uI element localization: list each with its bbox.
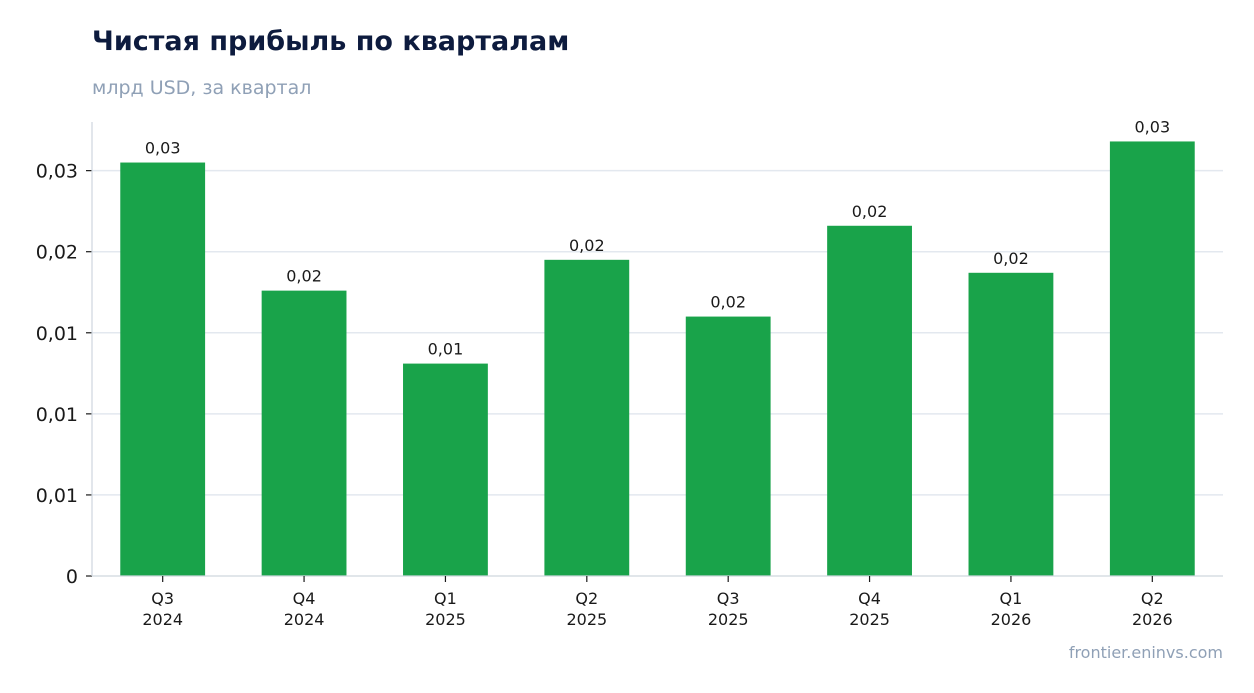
- x-tick-year-label: 2024: [142, 610, 183, 629]
- x-tick-quarter-label: Q1: [434, 589, 457, 608]
- bar-value-label: 0,02: [286, 267, 322, 286]
- x-tick-year-label: 2026: [991, 610, 1032, 629]
- bars: [120, 141, 1195, 577]
- bar-value-label: 0,02: [852, 202, 888, 221]
- labels: 0 0,01 0,01 0,01 0,02 0,03 0,03 Q3 2024 0,02 Q4 202…: [36, 117, 1173, 629]
- bar-value-label: 0,02: [569, 236, 605, 255]
- source-credit: frontier.eninvs.com: [1068, 643, 1223, 662]
- x-tick-year-label: 2026: [1132, 610, 1173, 629]
- y-tick-label: 0,01: [36, 323, 78, 345]
- x-tick-year-label: 2025: [425, 610, 466, 629]
- bar: [120, 162, 206, 577]
- y-tick-label: 0,01: [36, 404, 78, 426]
- axes: [86, 122, 1223, 582]
- x-tick-year-label: 2025: [849, 610, 890, 629]
- x-tick-quarter-label: Q2: [575, 589, 598, 608]
- bar: [685, 316, 771, 576]
- y-tick-label: 0,01: [36, 485, 78, 507]
- x-tick-year-label: 2024: [284, 610, 325, 629]
- bar: [1109, 141, 1195, 576]
- x-tick-quarter-label: Q1: [1000, 589, 1023, 608]
- bar: [827, 225, 912, 576]
- x-tick-quarter-label: Q4: [858, 589, 881, 608]
- bar-value-label: 0,02: [993, 249, 1029, 268]
- bar-value-label: 0,03: [145, 139, 181, 158]
- x-tick-quarter-label: Q4: [293, 589, 316, 608]
- x-tick-quarter-label: Q3: [151, 589, 174, 608]
- bar: [261, 290, 347, 576]
- x-tick-year-label: 2025: [566, 610, 607, 629]
- x-tick-year-label: 2025: [708, 610, 749, 629]
- bar-value-label: 0,03: [1135, 117, 1171, 136]
- chart-subtitle: млрд USD, за квартал: [92, 77, 312, 99]
- bar-value-label: 0,02: [710, 293, 746, 312]
- x-tick-quarter-label: Q2: [1141, 589, 1164, 608]
- y-tick-label: 0,02: [36, 242, 78, 264]
- x-tick-quarter-label: Q3: [717, 589, 740, 608]
- y-tick-label: 0: [66, 566, 78, 588]
- bar: [403, 363, 488, 576]
- chart-title: Чистая прибыль по кварталам: [92, 26, 570, 57]
- y-tick-label: 0,03: [36, 161, 78, 183]
- bar: [968, 272, 1054, 576]
- bar: [544, 259, 630, 576]
- bar-value-label: 0,01: [428, 340, 464, 359]
